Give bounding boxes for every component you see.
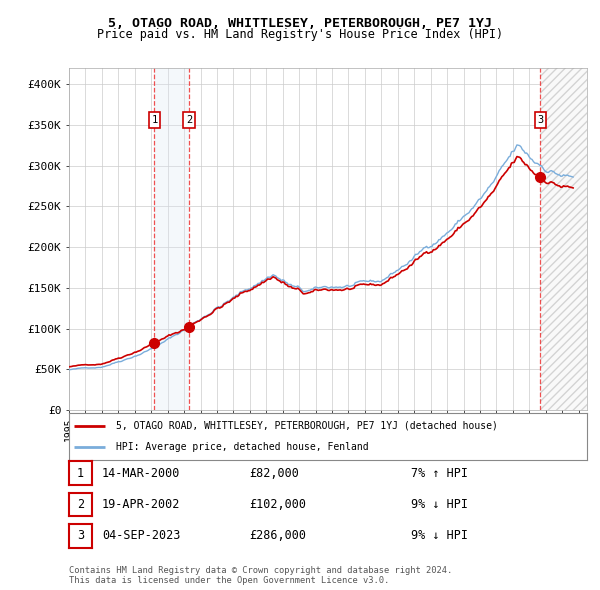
Text: 2: 2 <box>186 115 192 125</box>
Text: 04-SEP-2023: 04-SEP-2023 <box>102 529 181 542</box>
Bar <box>540 68 587 410</box>
Text: Contains HM Land Registry data © Crown copyright and database right 2024.
This d: Contains HM Land Registry data © Crown c… <box>69 566 452 585</box>
Bar <box>540 68 587 410</box>
Text: £102,000: £102,000 <box>249 498 306 511</box>
Text: 14-MAR-2000: 14-MAR-2000 <box>102 467 181 480</box>
Text: £286,000: £286,000 <box>249 529 306 542</box>
Bar <box>154 68 189 410</box>
Text: Price paid vs. HM Land Registry's House Price Index (HPI): Price paid vs. HM Land Registry's House … <box>97 28 503 41</box>
Text: HPI: Average price, detached house, Fenland: HPI: Average price, detached house, Fenl… <box>116 442 368 453</box>
Text: £82,000: £82,000 <box>249 467 299 480</box>
Text: 7% ↑ HPI: 7% ↑ HPI <box>411 467 468 480</box>
Text: 9% ↓ HPI: 9% ↓ HPI <box>411 498 468 511</box>
Text: 19-APR-2002: 19-APR-2002 <box>102 498 181 511</box>
Text: 3: 3 <box>77 529 84 542</box>
Text: 1: 1 <box>151 115 158 125</box>
Text: 9% ↓ HPI: 9% ↓ HPI <box>411 529 468 542</box>
Text: 3: 3 <box>537 115 544 125</box>
Bar <box>540 68 587 410</box>
Text: 1: 1 <box>77 467 84 480</box>
Text: 5, OTAGO ROAD, WHITTLESEY, PETERBOROUGH, PE7 1YJ: 5, OTAGO ROAD, WHITTLESEY, PETERBOROUGH,… <box>108 17 492 30</box>
Text: 5, OTAGO ROAD, WHITTLESEY, PETERBOROUGH, PE7 1YJ (detached house): 5, OTAGO ROAD, WHITTLESEY, PETERBOROUGH,… <box>116 421 497 431</box>
Text: 2: 2 <box>77 498 84 511</box>
